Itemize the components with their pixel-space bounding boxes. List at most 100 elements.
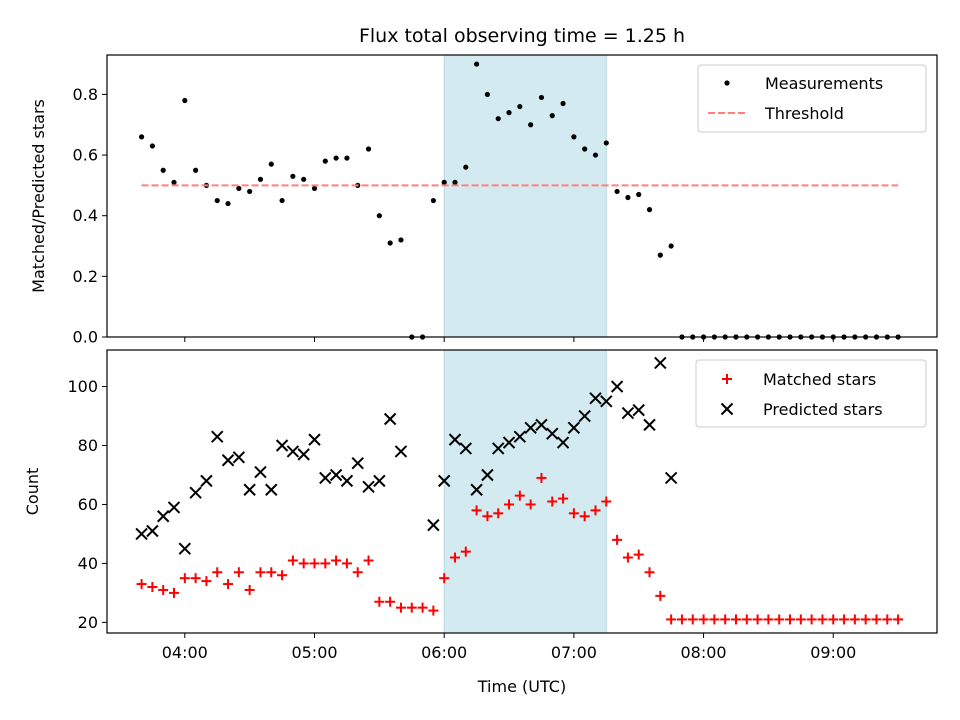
predicted-stars-point bbox=[200, 474, 213, 488]
matched-stars-point bbox=[558, 493, 569, 504]
legend-label-measurements: Measurements bbox=[765, 74, 883, 93]
measurements-point bbox=[214, 197, 220, 204]
predicted-stars-point bbox=[340, 474, 354, 488]
predicted-stars-point bbox=[383, 412, 397, 426]
predicted-stars-point bbox=[524, 421, 537, 435]
top-axes-frame bbox=[106, 54, 938, 338]
matched-stars-point bbox=[395, 602, 406, 613]
predicted-stars-point bbox=[492, 442, 505, 455]
matched-stars-point bbox=[525, 499, 536, 510]
predicted-stars-point bbox=[556, 436, 570, 449]
matched-stars-point bbox=[795, 614, 806, 625]
bottom-axes-frame bbox=[106, 349, 938, 634]
measurements-point bbox=[474, 61, 480, 67]
matched-stars-point bbox=[601, 496, 612, 507]
predicted-stars-point bbox=[232, 451, 246, 464]
y-tick-label: 20 bbox=[78, 613, 98, 632]
matched-stars-point bbox=[687, 614, 698, 625]
predicted-stars-point bbox=[362, 480, 375, 493]
measurements-point bbox=[301, 176, 307, 182]
top-panel: Flux total observing time = 1.25 h Match… bbox=[29, 25, 938, 347]
matched-stars-point bbox=[169, 587, 180, 598]
predicted-stars-point bbox=[265, 483, 278, 496]
measurements-point bbox=[549, 113, 555, 119]
predicted-stars-point bbox=[610, 380, 624, 393]
measurements-point bbox=[571, 134, 577, 140]
matched-stars-point bbox=[785, 614, 796, 625]
top-legend-box bbox=[697, 64, 927, 133]
measurements-point bbox=[149, 143, 155, 149]
matched-stars-point bbox=[233, 567, 244, 578]
predicted-stars-point bbox=[394, 445, 408, 458]
matched-stars-point bbox=[482, 511, 493, 522]
matched-stars-point bbox=[385, 596, 396, 607]
y-tick-label: 40 bbox=[78, 554, 98, 573]
predicted-stars-point bbox=[632, 403, 645, 417]
predicted-stars-point bbox=[567, 421, 581, 435]
measurements-point bbox=[463, 164, 469, 170]
y-tick-label: 0.6 bbox=[73, 146, 98, 165]
matched-stars-point bbox=[266, 567, 277, 578]
matched-stars-point bbox=[352, 567, 363, 578]
measurements-point bbox=[646, 207, 653, 213]
matched-stars-point bbox=[882, 614, 893, 625]
matched-stars-point bbox=[179, 573, 190, 584]
predicted-stars-point bbox=[578, 409, 591, 423]
measurements-point bbox=[452, 179, 458, 185]
predicted-stars-point bbox=[329, 468, 343, 482]
bottom-panel: Count Time (UTC) 04:00 05:00 06:00 07:00 08:… bbox=[23, 349, 938, 696]
x-tick-label: 05:00 bbox=[291, 643, 337, 662]
matched-stars-point bbox=[277, 570, 288, 581]
y-tick-label: 0.4 bbox=[73, 206, 98, 225]
measurements-point bbox=[441, 179, 447, 185]
matched-stars-point bbox=[341, 558, 352, 569]
matched-stars-point bbox=[363, 555, 374, 566]
predicted-stars-point bbox=[135, 527, 148, 541]
measurements-point bbox=[506, 110, 512, 116]
matched-stars-point bbox=[320, 558, 331, 569]
x-axis-label: Time (UTC) bbox=[477, 677, 566, 696]
matched-stars-point bbox=[504, 499, 515, 510]
matched-stars-point bbox=[720, 614, 731, 625]
x-tick-label: 04:00 bbox=[162, 643, 208, 662]
measurements-point bbox=[376, 213, 382, 219]
predicted-stars-point bbox=[448, 433, 462, 446]
measurements-point bbox=[333, 155, 339, 161]
measurements-point bbox=[484, 91, 491, 98]
measurements-point bbox=[517, 103, 523, 110]
measurements-point bbox=[247, 188, 253, 195]
measurements-point bbox=[279, 197, 285, 204]
predicted-stars-point bbox=[146, 524, 159, 538]
matched-stars-point bbox=[471, 505, 482, 516]
matched-stars-point bbox=[828, 614, 839, 625]
predicted-stars-point bbox=[297, 448, 310, 461]
predicted-stars-point bbox=[254, 465, 267, 479]
legend-label-predicted-stars: Predicted stars bbox=[763, 400, 883, 419]
predicted-stars-point bbox=[351, 456, 364, 470]
predicted-stars-point bbox=[459, 442, 473, 455]
matched-stars-point bbox=[633, 549, 644, 560]
measurements-point bbox=[625, 194, 631, 201]
matched-stars-point bbox=[817, 614, 828, 625]
bottom-legend: Matched stars Predicted stars bbox=[695, 359, 927, 428]
predicted-stars-point bbox=[156, 510, 170, 523]
matched-stars-point bbox=[158, 584, 169, 595]
matched-stars-point bbox=[201, 576, 212, 587]
predicted-stars-point bbox=[502, 436, 516, 449]
legend-marker-measurements bbox=[724, 80, 730, 86]
measurements-point bbox=[603, 140, 609, 146]
matched-stars-point bbox=[849, 614, 860, 625]
top-y-axis-label: Matched/Predicted stars bbox=[29, 99, 48, 293]
matched-stars-point bbox=[136, 579, 147, 590]
measurements-point bbox=[430, 197, 436, 204]
predicted-stars-point bbox=[621, 406, 635, 420]
matched-stars-point bbox=[223, 579, 234, 590]
matched-stars-point bbox=[752, 614, 763, 625]
measurements-point bbox=[592, 152, 599, 158]
matched-stars-point bbox=[374, 596, 385, 607]
top-highlight-span bbox=[443, 55, 607, 337]
matched-stars-point bbox=[255, 567, 266, 578]
predicted-stars-point bbox=[243, 483, 256, 496]
measurements-point bbox=[582, 146, 588, 152]
